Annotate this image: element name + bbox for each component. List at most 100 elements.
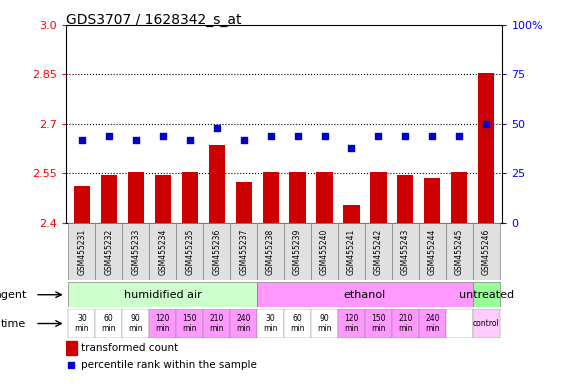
Point: [401, 132, 410, 139]
Text: 60
min: 60 min: [290, 314, 305, 333]
Bar: [338, 309, 365, 338]
Bar: [424, 178, 440, 223]
Bar: [230, 223, 257, 280]
Bar: [203, 309, 230, 338]
Point: [482, 121, 491, 127]
Point: [320, 132, 329, 139]
Text: 120
min: 120 min: [344, 314, 359, 333]
Bar: [122, 223, 149, 280]
Text: control: control: [473, 319, 500, 328]
Bar: [263, 172, 279, 223]
Text: 60
min: 60 min: [102, 314, 116, 333]
Text: agent: agent: [0, 290, 26, 300]
Text: GSM455240: GSM455240: [320, 228, 329, 275]
Text: GSM455241: GSM455241: [347, 228, 356, 275]
Bar: [446, 309, 473, 338]
Bar: [208, 145, 225, 223]
Bar: [311, 223, 338, 280]
Point: [374, 132, 383, 139]
Text: 120
min: 120 min: [155, 314, 170, 333]
Bar: [473, 309, 500, 338]
Bar: [235, 182, 252, 223]
Bar: [69, 309, 95, 338]
Bar: [365, 223, 392, 280]
Text: GSM455234: GSM455234: [158, 228, 167, 275]
Bar: [95, 309, 122, 338]
Text: GSM455237: GSM455237: [239, 228, 248, 275]
Bar: [257, 309, 284, 338]
Bar: [128, 172, 144, 223]
Bar: [343, 205, 360, 223]
Bar: [371, 172, 387, 223]
Bar: [284, 309, 311, 338]
Bar: [392, 223, 419, 280]
Bar: [311, 309, 338, 338]
Text: GSM455235: GSM455235: [185, 228, 194, 275]
Text: 240
min: 240 min: [425, 314, 440, 333]
Bar: [289, 172, 305, 223]
Text: 240
min: 240 min: [236, 314, 251, 333]
Bar: [66, 341, 77, 355]
Text: percentile rank within the sample: percentile rank within the sample: [81, 360, 257, 370]
Bar: [392, 309, 419, 338]
Text: GDS3707 / 1628342_s_at: GDS3707 / 1628342_s_at: [66, 13, 241, 27]
Point: [158, 132, 167, 139]
Text: 30
min: 30 min: [263, 314, 278, 333]
Bar: [122, 309, 149, 338]
Bar: [473, 282, 500, 307]
Bar: [446, 223, 473, 280]
Bar: [365, 309, 392, 338]
Text: GSM455244: GSM455244: [428, 228, 437, 275]
Text: 210
min: 210 min: [210, 314, 224, 333]
Bar: [155, 175, 171, 223]
Point: [104, 132, 114, 139]
Bar: [419, 309, 446, 338]
Bar: [69, 223, 95, 280]
Text: ethanol: ethanol: [344, 290, 386, 300]
Bar: [95, 223, 122, 280]
Point: [455, 132, 464, 139]
Bar: [203, 223, 230, 280]
Bar: [257, 223, 284, 280]
Bar: [419, 223, 446, 280]
Bar: [100, 175, 117, 223]
Point: [293, 132, 302, 139]
Bar: [284, 223, 311, 280]
Text: 90
min: 90 min: [128, 314, 143, 333]
Bar: [478, 73, 494, 223]
Point: [428, 132, 437, 139]
Bar: [74, 187, 90, 223]
Point: [131, 137, 140, 143]
Text: 150
min: 150 min: [371, 314, 385, 333]
Text: GSM455239: GSM455239: [293, 228, 302, 275]
Bar: [182, 172, 198, 223]
Point: [212, 125, 221, 131]
Text: humidified air: humidified air: [124, 290, 202, 300]
Bar: [397, 175, 413, 223]
Text: 150
min: 150 min: [183, 314, 197, 333]
Point: [185, 137, 194, 143]
Text: GSM455232: GSM455232: [104, 228, 113, 275]
Bar: [473, 223, 500, 280]
Text: GSM455246: GSM455246: [482, 228, 491, 275]
Text: 90
min: 90 min: [317, 314, 332, 333]
Text: GSM455238: GSM455238: [266, 228, 275, 275]
Text: GSM455231: GSM455231: [77, 228, 86, 275]
Text: GSM455233: GSM455233: [131, 228, 140, 275]
Point: [239, 137, 248, 143]
Bar: [338, 223, 365, 280]
Point: [66, 362, 75, 368]
Bar: [176, 309, 203, 338]
Bar: [257, 282, 473, 307]
Text: 30
min: 30 min: [75, 314, 89, 333]
Bar: [316, 172, 332, 223]
Point: [347, 144, 356, 151]
Bar: [230, 309, 257, 338]
Text: GSM455245: GSM455245: [455, 228, 464, 275]
Bar: [149, 309, 176, 338]
Text: GSM455236: GSM455236: [212, 228, 221, 275]
Text: time: time: [1, 318, 26, 329]
Text: 210
min: 210 min: [398, 314, 413, 333]
Text: untreated: untreated: [459, 290, 514, 300]
Bar: [69, 282, 257, 307]
